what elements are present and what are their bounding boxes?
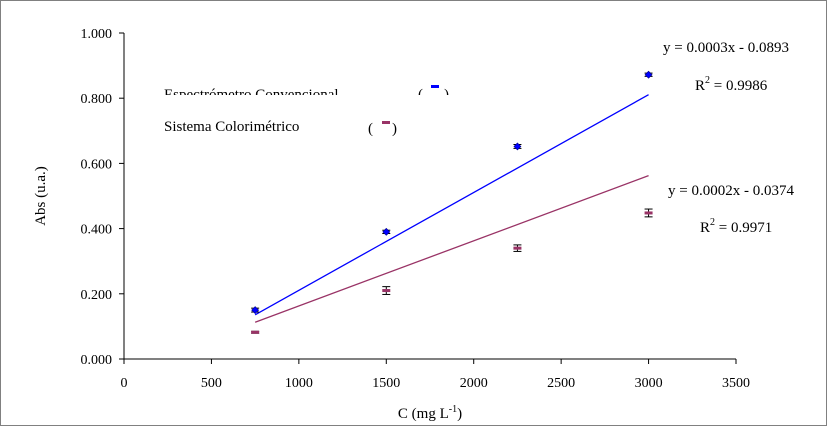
- x-axis-title-tail: ): [457, 406, 462, 422]
- data-point-marker: [251, 330, 260, 334]
- x-tick-label: 3500: [722, 376, 750, 391]
- legend-paren-close: ): [392, 121, 397, 137]
- x-tick-label: 0: [121, 376, 128, 391]
- r-squared-value: = 0.9986: [710, 78, 768, 94]
- legend-label-sistema: Sistema Colorimétrico: [164, 119, 299, 135]
- trendline-series-2: [254, 174, 649, 323]
- x-axis-title-main: C (mg L: [398, 406, 449, 422]
- r-squared-series-2: R2 = 0.9971: [700, 217, 772, 236]
- trendline-series-1: [254, 94, 649, 316]
- text-labels: 0 500 1000 1500 2000 2500 3000 3500 0.000 0.200 0.…: [33, 27, 794, 422]
- legend-paren-open: (: [368, 121, 373, 137]
- legend-label-espectrometro: Espectrómetro Convencional: [164, 87, 339, 103]
- data-point-marker: [513, 246, 522, 250]
- x-axis-title-sup: -1: [449, 404, 457, 415]
- x-tick-label: 2500: [547, 376, 575, 391]
- y-tick-label: 0.600: [81, 157, 113, 172]
- data-points: [251, 70, 653, 334]
- x-tick-label: 1500: [372, 376, 400, 391]
- legend-swatch-espectrometro: [431, 85, 439, 88]
- y-axis-title: Abs (u.a.): [33, 166, 49, 226]
- data-point-marker: [382, 227, 391, 236]
- data-point-marker: [644, 70, 653, 79]
- data-point-marker: [644, 211, 653, 215]
- trend-equation-series-1: y = 0.0003x - 0.0893: [663, 40, 789, 56]
- axes: [119, 32, 737, 364]
- data-point-marker: [513, 142, 522, 151]
- r-squared-symbol: R: [695, 78, 705, 94]
- x-axis-title: C (mg L-1): [398, 404, 462, 422]
- r-squared-value: = 0.9971: [715, 220, 772, 236]
- r-squared-symbol: R: [700, 220, 710, 236]
- y-tick-label: 0.400: [81, 223, 113, 238]
- r-squared-sup: 2: [705, 75, 710, 86]
- y-tick-label: 0.800: [81, 92, 113, 107]
- x-tick-label: 500: [201, 376, 222, 391]
- legend-swatch-sistema: [382, 121, 390, 124]
- data-point-marker: [251, 306, 260, 315]
- y-tick-label: 0.000: [81, 353, 113, 368]
- r-squared-sup: 2: [710, 217, 715, 228]
- data-point-marker: [382, 289, 391, 293]
- x-tick-label: 2000: [460, 376, 488, 391]
- y-tick-label: 1.000: [81, 27, 113, 42]
- legend-item-sistema: Sistema Colorimétrico (): [164, 119, 397, 137]
- x-tick-label: 3000: [635, 376, 663, 391]
- legend-item-espectrometro: Espectrómetro Convencional (): [164, 85, 449, 103]
- legend-paren-close: ): [444, 87, 449, 103]
- trend-equation-series-2: y = 0.0002x - 0.0374: [668, 183, 794, 199]
- y-tick-label: 0.200: [81, 288, 113, 303]
- r-squared-series-1: R2 = 0.9986: [695, 75, 768, 94]
- legend-paren-open: (: [418, 87, 423, 103]
- trend-lines: [254, 94, 649, 323]
- x-tick-label: 1000: [285, 376, 313, 391]
